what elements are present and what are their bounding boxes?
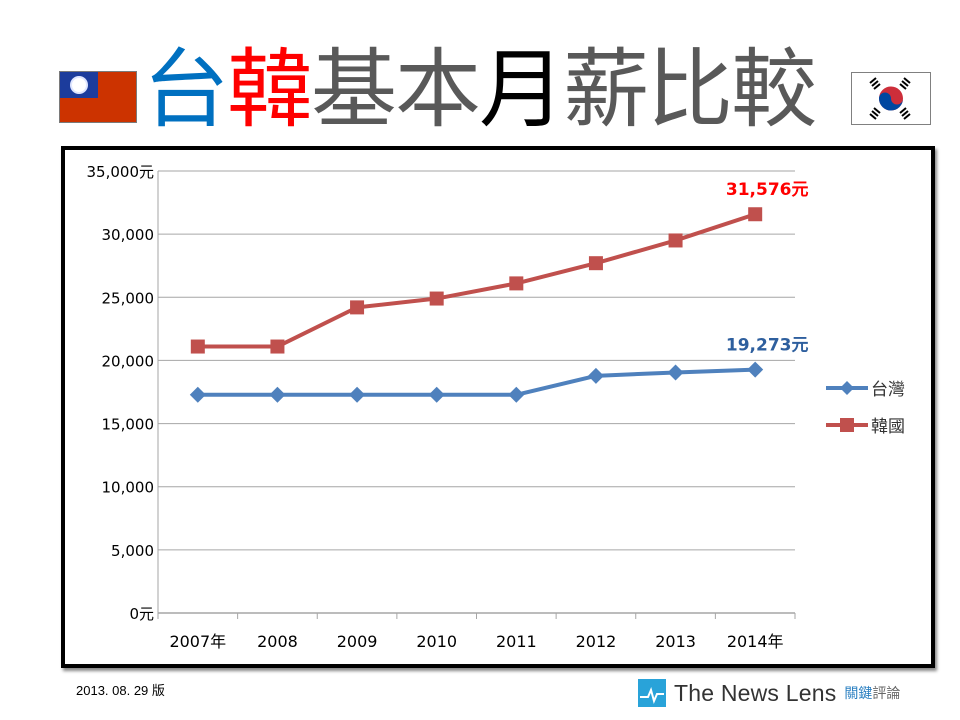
x-tick-label: 2012	[576, 632, 617, 651]
page-title: 台韓基本月薪比較	[143, 40, 817, 140]
legend-marker-diamond	[840, 381, 854, 395]
south-korea-flag-icon	[851, 72, 931, 125]
white-sun-icon	[72, 78, 86, 92]
y-tick-label: 15,000	[102, 416, 155, 434]
x-tick-label: 2014年	[727, 632, 784, 651]
y-tick-label: 10,000	[102, 479, 155, 497]
brand-name: The News Lens	[674, 679, 837, 706]
the-news-lens-logo: The News Lens 關鍵評論	[638, 678, 900, 708]
title-part-salary-compare: 薪比較	[563, 40, 817, 140]
x-tick-label: 2008	[257, 632, 298, 651]
brand-chinese-part-1: 關鍵	[844, 686, 873, 702]
data-point-taiwan	[667, 364, 684, 381]
title-part-korea: 韓	[227, 40, 313, 140]
data-point-korea	[350, 300, 365, 315]
x-tick-label: 2007年	[169, 632, 226, 651]
data-point-korea	[429, 291, 444, 306]
data-point-taiwan	[349, 386, 366, 403]
y-tick-label: 25,000	[102, 289, 155, 307]
title-part-month: 月	[479, 40, 565, 140]
y-tick-label: 0元	[129, 605, 154, 623]
data-point-taiwan	[269, 386, 286, 403]
legend-label: 台灣	[871, 380, 905, 400]
data-point-korea	[270, 339, 285, 354]
y-tick-label: 30,000	[102, 226, 155, 244]
brand-chinese-part-2: 評論	[872, 686, 901, 702]
y-tick-label: 5,000	[111, 542, 154, 560]
x-tick-label: 2009	[337, 632, 378, 651]
legend-marker-square	[840, 418, 854, 432]
title-part-basic: 基本	[311, 40, 481, 140]
series-line-korea	[197, 212, 756, 349]
legend-label: 韓國	[871, 417, 905, 437]
x-tick-label: 2013	[655, 632, 696, 651]
data-point-korea	[509, 276, 524, 291]
data-point-taiwan	[428, 386, 445, 403]
taiwan-flag-icon	[59, 71, 137, 123]
pulse-logo-icon	[638, 679, 666, 707]
brand-chinese: 關鍵評論	[844, 683, 900, 703]
data-point-korea	[748, 207, 763, 222]
line-chart: 0元 5,000 10,000 15,000 20,000 25,000 30,000 35,…	[87, 163, 906, 651]
y-tick-label: 35,000元	[87, 163, 155, 181]
flag-canton	[60, 72, 98, 98]
data-point-korea	[668, 233, 683, 248]
data-label: 31,576元	[726, 180, 809, 200]
data-label: 19,273元	[726, 336, 809, 356]
data-point-korea	[588, 256, 603, 271]
data-point-korea	[190, 339, 205, 354]
title-part-taiwan: 台	[143, 40, 229, 140]
x-tick-label: 2010	[416, 632, 457, 651]
version-date: 2013. 08. 29 版	[76, 683, 165, 698]
chart-frame: 0元 5,000 10,000 15,000 20,000 25,000 30,000 35,…	[61, 146, 935, 668]
data-point-taiwan	[189, 386, 206, 403]
series-line-taiwan	[197, 367, 756, 397]
x-tick-label: 2011	[496, 632, 537, 651]
y-tick-label: 20,000	[102, 352, 155, 370]
data-point-taiwan	[747, 361, 764, 378]
data-point-taiwan	[587, 367, 604, 384]
data-point-taiwan	[508, 386, 525, 403]
